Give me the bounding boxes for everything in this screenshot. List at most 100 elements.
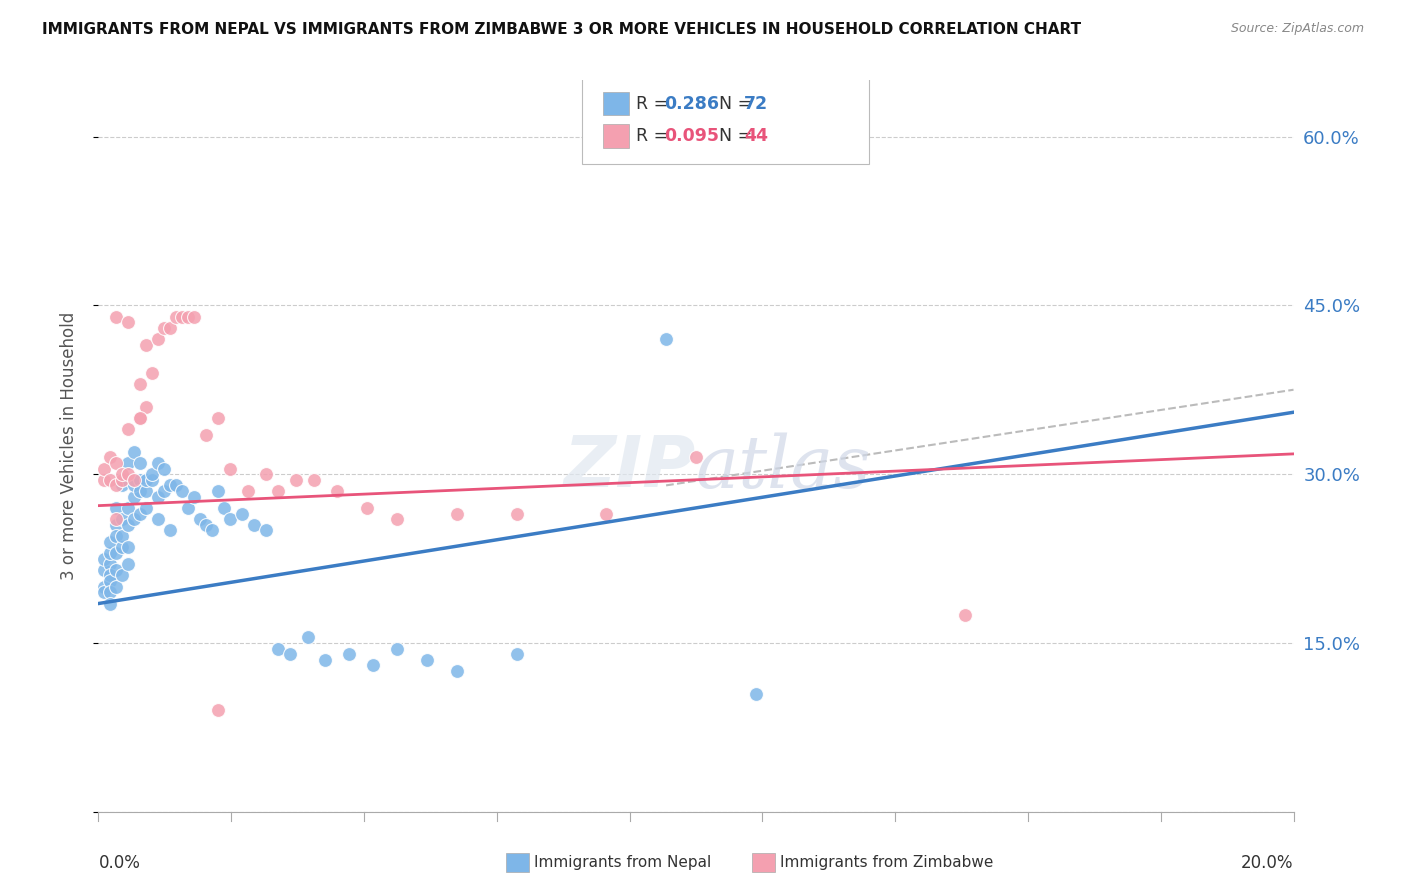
Point <box>117 456 139 470</box>
Point <box>98 597 122 611</box>
Point <box>219 461 242 475</box>
Point <box>111 568 134 582</box>
Point <box>153 321 176 335</box>
Point <box>153 461 176 475</box>
Point <box>326 483 349 498</box>
Point <box>278 647 301 661</box>
Bar <box>603 124 628 147</box>
Text: N =: N = <box>709 127 758 145</box>
Text: Immigrants from Zimbabwe: Immigrants from Zimbabwe <box>780 855 994 870</box>
Point <box>98 534 122 549</box>
Point <box>111 473 134 487</box>
Point <box>177 310 200 324</box>
Point <box>159 321 181 335</box>
Point <box>117 541 139 555</box>
Point <box>111 478 134 492</box>
Point <box>98 473 122 487</box>
Point <box>254 524 277 538</box>
FancyBboxPatch shape <box>582 73 869 164</box>
Bar <box>603 92 628 115</box>
Point <box>135 473 157 487</box>
Text: atlas: atlas <box>696 433 872 503</box>
Point <box>111 529 134 543</box>
Point <box>953 607 976 622</box>
Point <box>129 456 152 470</box>
Point <box>188 512 211 526</box>
Text: 0.0%: 0.0% <box>98 855 141 872</box>
Point <box>207 703 229 717</box>
Point <box>93 461 115 475</box>
Point <box>165 310 187 324</box>
Point <box>207 410 229 425</box>
Point <box>117 422 139 436</box>
Bar <box>752 853 775 872</box>
Point <box>148 332 170 346</box>
Point <box>124 444 146 458</box>
Point <box>105 512 128 526</box>
Point <box>98 568 122 582</box>
Point <box>129 377 152 392</box>
Point <box>117 315 139 329</box>
Point <box>124 512 146 526</box>
Text: 72: 72 <box>744 95 768 112</box>
Point <box>297 630 319 644</box>
Point <box>231 507 253 521</box>
Point <box>183 490 205 504</box>
Point <box>105 310 128 324</box>
Point <box>124 490 146 504</box>
Point <box>745 687 768 701</box>
Y-axis label: 3 or more Vehicles in Household: 3 or more Vehicles in Household <box>59 312 77 580</box>
Point <box>595 507 617 521</box>
Point <box>105 517 128 532</box>
Point <box>446 507 468 521</box>
Text: 0.095: 0.095 <box>664 127 718 145</box>
Point <box>201 524 224 538</box>
Bar <box>506 853 529 872</box>
Point <box>105 529 128 543</box>
Point <box>219 512 242 526</box>
Text: R =: R = <box>637 127 673 145</box>
Point <box>93 551 115 566</box>
Point <box>124 478 146 492</box>
Point <box>183 310 205 324</box>
Point <box>124 473 146 487</box>
Point <box>105 456 128 470</box>
Point <box>284 473 307 487</box>
Point <box>93 473 115 487</box>
Point <box>117 517 139 532</box>
Point <box>141 473 163 487</box>
Point <box>148 512 170 526</box>
Point <box>315 653 337 667</box>
Point <box>117 467 139 482</box>
Point <box>207 483 229 498</box>
Point <box>105 478 128 492</box>
Point <box>506 507 529 521</box>
Point <box>135 483 157 498</box>
Point <box>93 563 115 577</box>
Point <box>267 483 290 498</box>
Point <box>105 546 128 560</box>
Point <box>243 517 266 532</box>
Point <box>172 310 194 324</box>
Point <box>267 641 290 656</box>
Text: ZIP: ZIP <box>564 434 696 502</box>
Point <box>363 658 385 673</box>
Point <box>98 574 122 588</box>
Point <box>153 483 176 498</box>
Point <box>129 507 152 521</box>
Text: 0.286: 0.286 <box>664 95 718 112</box>
Point <box>141 467 163 482</box>
Point <box>135 500 157 515</box>
Point <box>385 512 409 526</box>
Point <box>148 490 170 504</box>
Point <box>685 450 707 465</box>
Point <box>177 500 200 515</box>
Point <box>165 478 187 492</box>
Point <box>135 400 157 414</box>
Point <box>93 580 115 594</box>
Point <box>506 647 529 661</box>
Point <box>93 585 115 599</box>
Point <box>141 366 163 380</box>
Point <box>302 473 325 487</box>
Point <box>159 524 181 538</box>
